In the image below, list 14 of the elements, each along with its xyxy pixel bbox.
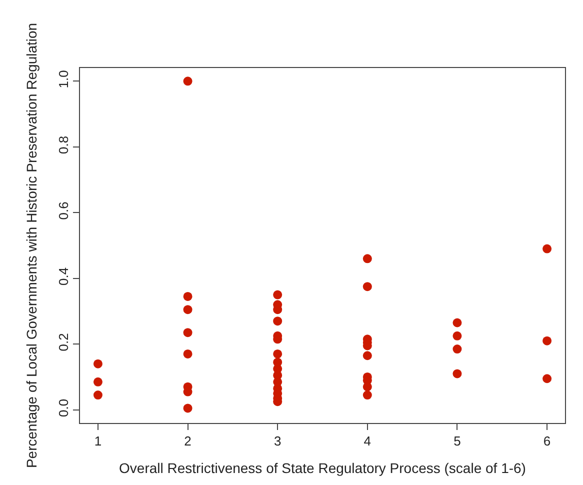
x-tick-label: 6 xyxy=(543,434,551,449)
y-tick-label: 1.0 xyxy=(56,70,71,88)
x-axis-title: Overall Restrictiveness of State Regulatory Process (scale of 1-6) xyxy=(119,460,526,476)
x-tick-label: 2 xyxy=(184,434,192,449)
y-tick-label: 0.2 xyxy=(56,333,71,352)
y-tick-label: 0.4 xyxy=(56,267,71,286)
x-tick-label: 1 xyxy=(94,434,102,449)
y-tick-label: 0.0 xyxy=(56,398,71,417)
y-tick-label: 0.6 xyxy=(56,202,71,220)
x-tick-label: 4 xyxy=(364,434,372,449)
y-axis-title: Percentage of Local Governments with Historic Preservation Regulation xyxy=(23,22,40,468)
x-tick-label: 3 xyxy=(274,434,282,449)
y-tick-label: 0.8 xyxy=(56,136,71,154)
x-tick-label: 5 xyxy=(454,434,461,449)
